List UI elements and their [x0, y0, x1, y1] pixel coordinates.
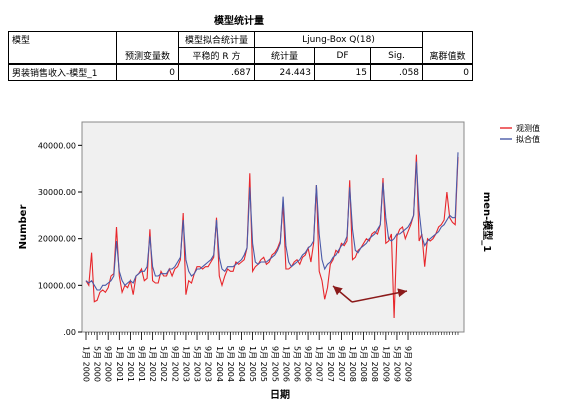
model-label: men-模型_1: [481, 192, 494, 252]
y-tick-label: 10000.00: [38, 281, 76, 290]
x-tick-label: 1月 2000: [82, 346, 91, 382]
header-ljung-box-group: Ljung-Box Q(18): [253, 31, 424, 48]
cell-outliers: 0: [422, 63, 474, 81]
y-tick-label: 20000.00: [38, 235, 76, 244]
header-outliers: 离群值数: [422, 47, 474, 65]
x-tick-label: 5月 2002: [159, 346, 168, 382]
x-tick-label: 1月 2005: [248, 346, 257, 382]
fitted-series-line: [85, 152, 459, 291]
cell-df: 15: [314, 63, 371, 81]
x-tick-label: 1月 2006: [281, 346, 290, 382]
x-tick-label: 5月 2006: [292, 346, 301, 382]
x-tick-label: 5月 2008: [359, 346, 368, 382]
x-axis-title: 日期: [270, 388, 290, 401]
x-tick-label: 1月 2008: [348, 346, 357, 382]
x-tick-label: 1月 2009: [381, 346, 390, 382]
header-blank: [422, 31, 474, 48]
x-tick-label: 1月 2003: [181, 346, 190, 382]
x-tick-label: 9月 2007: [337, 346, 346, 382]
x-tick-label: 9月 2006: [304, 346, 313, 382]
header-sig: Sig.: [369, 47, 424, 65]
y-tick-label: 30000.00: [38, 188, 76, 197]
x-tick-label: 9月 2000: [104, 346, 113, 382]
x-tick-label: 5月 2001: [126, 346, 135, 382]
plot-area: [81, 121, 465, 333]
x-tick-label: 9月 2008: [370, 346, 379, 382]
x-tick-label: 1月 2007: [315, 346, 324, 382]
model-statistics-table: 模型 模型拟合统计量 Ljung-Box Q(18) 预测变量数 平稳的 R 方…: [8, 31, 474, 81]
x-tick-label: 5月 2004: [226, 346, 235, 382]
x-tick-label: 1月 2004: [215, 346, 224, 382]
x-tick-label: 9月 2004: [237, 346, 246, 382]
x-tick-label: 5月 2007: [326, 346, 335, 382]
x-tick-label: 1月 2002: [148, 346, 157, 382]
x-tick-label: 9月 2003: [204, 346, 213, 382]
x-tick-label: 9月 2001: [137, 346, 146, 382]
table-title: 模型统计量: [214, 16, 264, 27]
cell-sig: .058: [369, 63, 424, 81]
annotation-arrow: [332, 285, 353, 303]
x-tick-label: 5月 2003: [193, 346, 202, 382]
table-row: 男装销售收入-模型_1 0 .687 24.443 15 .058 0: [8, 63, 474, 81]
x-tick-label: 5月 2000: [93, 346, 102, 382]
x-tick-label: 9月 2005: [270, 346, 279, 382]
x-tick-label: 5月 2005: [259, 346, 268, 382]
x-tick-label: 1月 2001: [115, 346, 124, 382]
x-tick-label: 9月 2009: [404, 346, 413, 382]
y-axis-title: Number: [18, 205, 29, 250]
x-tick-label: 9月 2002: [170, 346, 179, 382]
y-tick-label: 40000.00: [38, 141, 76, 150]
annotation-arrow: [351, 288, 408, 303]
y-tick-label: .00: [63, 328, 76, 337]
x-tick-label: 5月 2009: [392, 346, 401, 382]
legend-observed-label: 观测值: [516, 123, 540, 133]
legend-fitted-label: 拟合值: [516, 134, 540, 144]
